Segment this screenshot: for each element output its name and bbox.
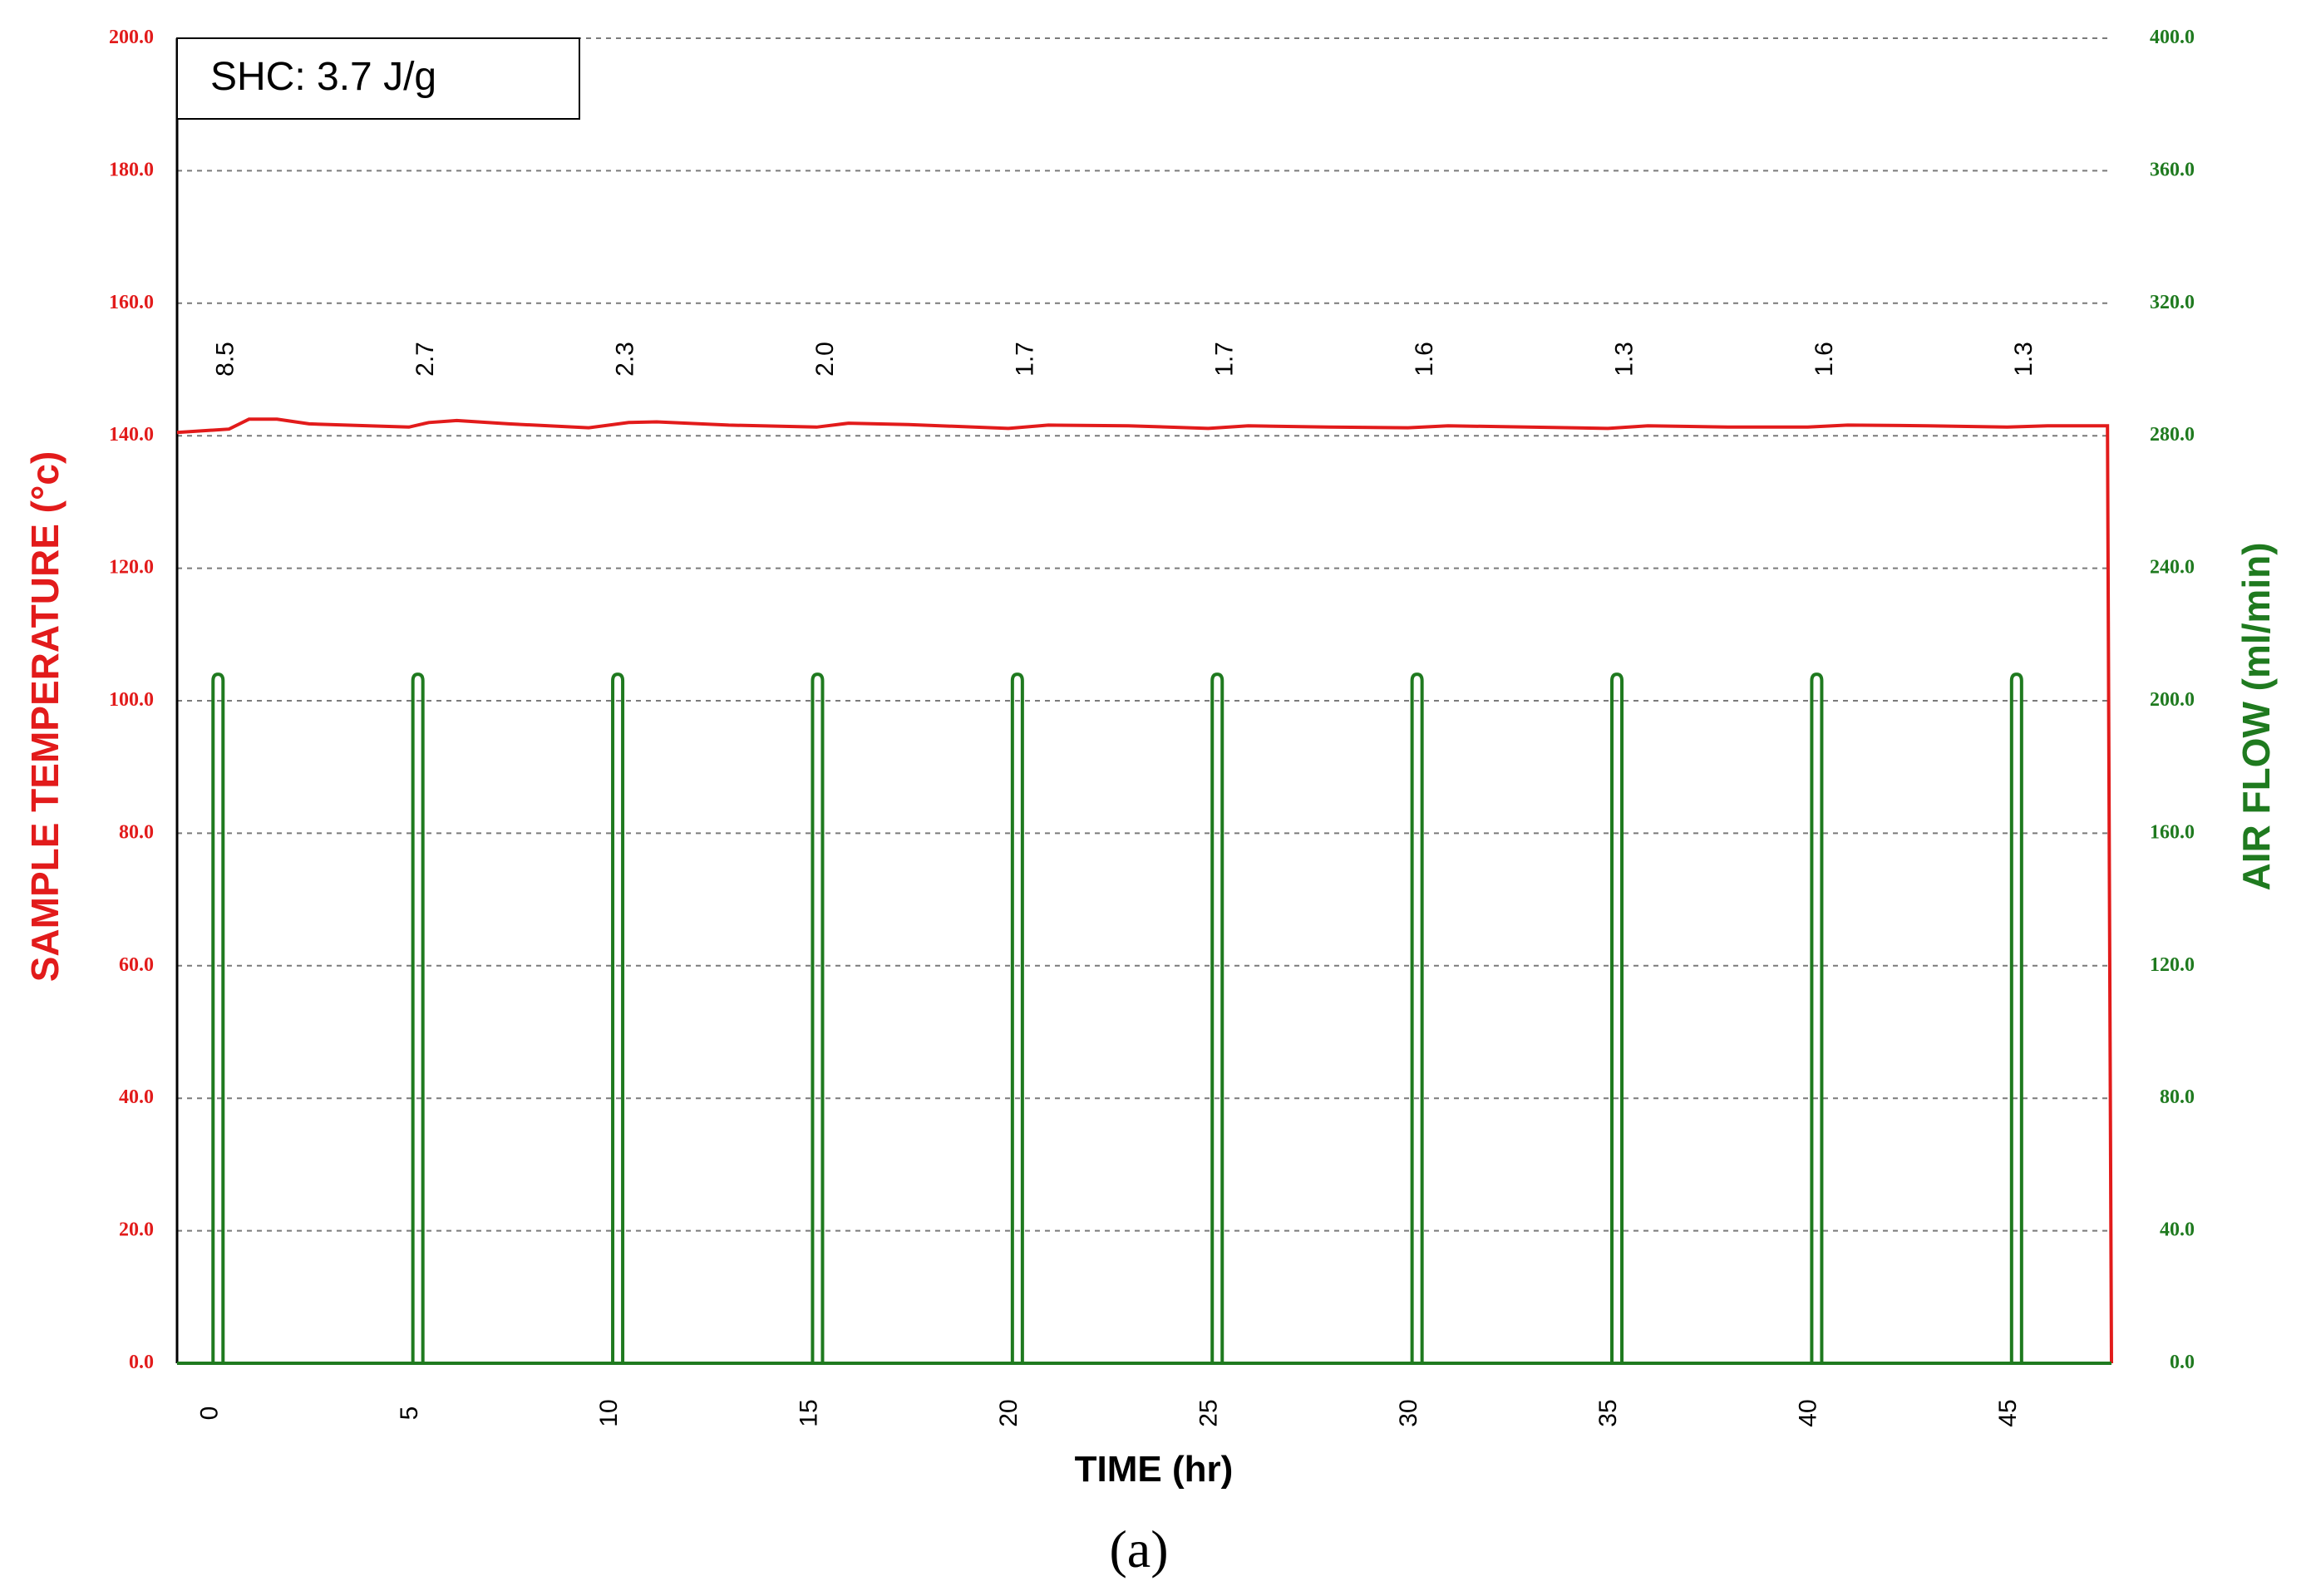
peak-label: 1.6 <box>1811 342 1838 377</box>
peak-labels: 8.5 2.7 2.3 2.0 1.7 1.7 1.6 1.3 1.6 1.3 <box>212 342 2038 377</box>
series-pulse-airflow <box>1410 672 1424 1363</box>
x-tick-label: 25 <box>1195 1399 1222 1426</box>
series-pulse-airflow <box>2009 672 2023 1363</box>
x-axis-title: TIME (hr) <box>1075 1449 1234 1490</box>
peak-label: 2.7 <box>411 342 439 377</box>
y-tick-label-left: 80.0 <box>119 821 154 843</box>
y-tick-label-left: 160.0 <box>109 292 154 313</box>
y-axis-title-left: SAMPLE TEMPERATURE (°c) <box>23 451 67 983</box>
y-tick-label-right: 80.0 <box>2160 1086 2195 1108</box>
y-tick-label-left: 120.0 <box>109 557 154 579</box>
y-tick-label-left: 40.0 <box>119 1086 154 1108</box>
y-tick-label-right: 240.0 <box>2150 557 2195 579</box>
right-axis-ticks: 0.0 40.0 80.0 120.0 160.0 200.0 240.0 280.0 320.… <box>2150 27 2195 1373</box>
peak-label: 8.5 <box>212 342 239 377</box>
x-tick-label: 45 <box>1994 1399 2022 1426</box>
y-tick-label-left: 60.0 <box>119 954 154 976</box>
x-tick-label: 0 <box>195 1406 223 1421</box>
y-tick-label-left: 20.0 <box>119 1219 154 1241</box>
left-axis-ticks: 0.0 20.0 40.0 60.0 80.0 100.0 120.0 140.0 160.0 1… <box>109 27 154 1373</box>
annotation-text: SHC: 3.7 J/g <box>210 55 436 99</box>
y-tick-label-right: 360.0 <box>2150 159 2195 180</box>
peak-label: 1.3 <box>2010 342 2037 377</box>
y-tick-label-right: 400.0 <box>2150 27 2195 48</box>
series-pulse-airflow <box>411 672 425 1363</box>
x-tick-label: 40 <box>1795 1399 1822 1426</box>
y-tick-label-left: 100.0 <box>109 689 154 711</box>
y-tick-label-right: 280.0 <box>2150 424 2195 446</box>
y-tick-label-left: 180.0 <box>109 159 154 180</box>
y-tick-label-left: 200.0 <box>109 27 154 48</box>
y-tick-label-left: 0.0 <box>129 1352 154 1373</box>
series-pulse-airflow <box>1210 672 1224 1363</box>
x-axis-ticks: 0 5 10 15 20 25 30 35 40 45 <box>195 1399 2022 1426</box>
series-pulse-airflow <box>811 672 825 1363</box>
peak-label: 2.0 <box>811 342 839 377</box>
peak-label: 1.6 <box>1411 342 1438 377</box>
y-axis-title-right: AIR FLOW (ml/min) <box>2235 542 2278 890</box>
series-pulse-airflow <box>611 672 625 1363</box>
series-pulse-airflow <box>1610 672 1624 1363</box>
peak-label: 1.3 <box>1610 342 1638 377</box>
y-tick-label-right: 0.0 <box>2170 1352 2195 1373</box>
y-tick-label-right: 120.0 <box>2150 954 2195 976</box>
peak-label: 2.3 <box>611 342 638 377</box>
x-tick-label: 35 <box>1594 1399 1622 1426</box>
y-tick-label-right: 160.0 <box>2150 821 2195 843</box>
series <box>176 417 2113 1365</box>
series-pulse-airflow <box>1010 672 1024 1363</box>
series-pulse-airflow <box>211 672 225 1363</box>
y-tick-label-right: 40.0 <box>2160 1219 2195 1241</box>
y-tick-label-left: 140.0 <box>109 424 154 446</box>
peak-label: 1.7 <box>1211 342 1239 377</box>
panel-label: (a) <box>1109 1520 1168 1579</box>
series-pulse-airflow <box>1810 672 1824 1363</box>
x-tick-label: 5 <box>396 1406 423 1421</box>
x-tick-label: 15 <box>796 1399 823 1426</box>
peak-label: 1.7 <box>1011 342 1038 377</box>
x-tick-label: 30 <box>1395 1399 1422 1426</box>
x-tick-label: 20 <box>995 1399 1022 1426</box>
annotation-box: SHC: 3.7 J/g <box>176 37 580 120</box>
y-tick-label-right: 320.0 <box>2150 292 2195 313</box>
series-line-temperature <box>176 417 2113 1364</box>
x-tick-label: 10 <box>595 1399 623 1426</box>
y-tick-label-right: 200.0 <box>2150 689 2195 711</box>
